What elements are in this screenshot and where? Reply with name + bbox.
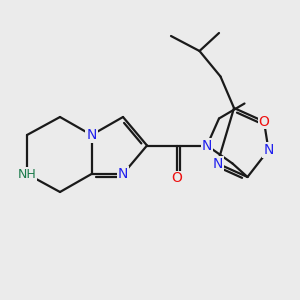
Text: N: N — [202, 139, 212, 152]
Text: O: O — [172, 172, 182, 185]
Text: NH: NH — [18, 167, 36, 181]
Text: O: O — [259, 115, 269, 128]
Text: N: N — [263, 143, 274, 157]
Text: N: N — [118, 167, 128, 181]
Text: N: N — [212, 157, 223, 170]
Text: N: N — [86, 128, 97, 142]
